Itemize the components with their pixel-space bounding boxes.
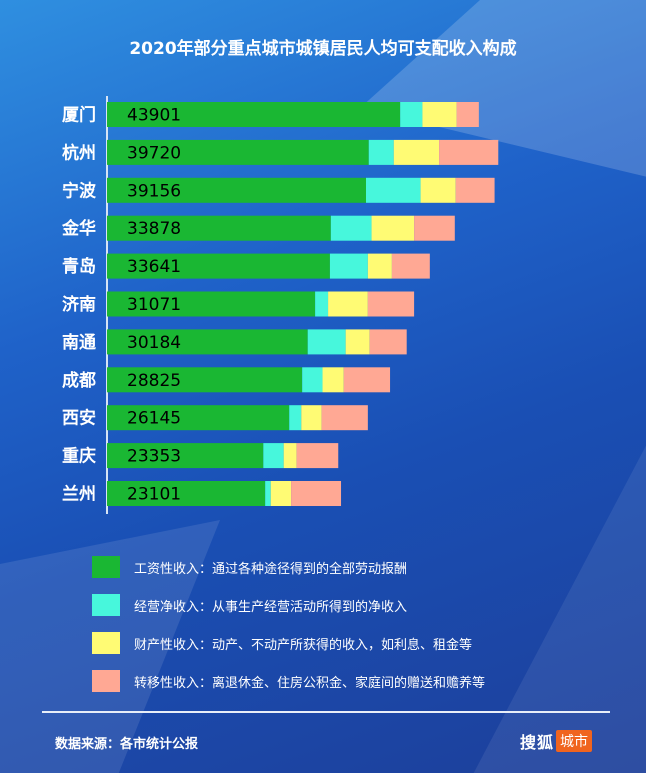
bar-segment-3 xyxy=(270,481,292,506)
category-label: 杭州 xyxy=(62,142,96,163)
bar-segment-3 xyxy=(367,253,392,279)
category-label: 青岛 xyxy=(62,256,96,277)
bar-segment-3 xyxy=(345,329,370,355)
bar-segment-4 xyxy=(391,253,430,279)
category-label: 宁波 xyxy=(62,180,97,201)
total-value-label: 33641 xyxy=(127,257,181,277)
total-value-label: 43901 xyxy=(127,106,181,126)
total-value-label: 39720 xyxy=(127,143,181,163)
bar-segment-3 xyxy=(420,177,456,203)
chart-title: 2020年部分重点城市城镇居民人均可支配收入构成 xyxy=(129,39,517,59)
total-value-label: 30184 xyxy=(127,333,181,353)
category-label: 济南 xyxy=(62,294,96,315)
bar-segment-1 xyxy=(107,329,308,355)
bar-segment-2 xyxy=(368,139,394,165)
total-value-label: 23353 xyxy=(127,447,181,467)
legend-swatch xyxy=(92,594,120,616)
sohu-city-logo: 搜狐 城市 xyxy=(520,730,593,752)
bar-segment-2 xyxy=(289,405,302,431)
legend-swatch xyxy=(92,556,120,578)
bar-segment-2 xyxy=(263,443,284,469)
bar-segment-1 xyxy=(107,253,330,279)
bar-segment-3 xyxy=(328,291,368,317)
bar-segment-1 xyxy=(107,481,266,506)
bar-segment-3 xyxy=(301,405,322,431)
bar-segment-4 xyxy=(367,291,415,317)
bar-segment-1 xyxy=(107,177,366,203)
bar-segment-4 xyxy=(455,177,495,203)
data-source: 数据来源：各市统计公报 xyxy=(55,737,199,752)
bar-segment-2 xyxy=(302,367,323,393)
bar-segment-1 xyxy=(107,443,264,469)
total-value-label: 23101 xyxy=(127,485,181,505)
bar-segment-4 xyxy=(369,329,407,355)
bar-segment-2 xyxy=(265,481,271,506)
category-label: 西安 xyxy=(62,408,96,429)
bar-segment-2 xyxy=(329,253,368,279)
total-value-label: 39156 xyxy=(127,181,181,201)
legend-swatch xyxy=(92,632,120,654)
legend-label: 经营净收入：从事生产经营活动所得到的净收入 xyxy=(134,600,408,615)
category-label: 重庆 xyxy=(62,446,96,467)
bar-segment-4 xyxy=(414,215,455,241)
bar-segment-4 xyxy=(456,102,479,127)
bar-segment-4 xyxy=(321,405,368,431)
category-label: 兰州 xyxy=(62,484,96,505)
category-label: 厦门 xyxy=(62,105,96,126)
bar-segment-3 xyxy=(393,139,440,165)
logo-brand: 搜狐 xyxy=(520,733,555,752)
bar-segment-1 xyxy=(107,139,369,165)
bar-segment-2 xyxy=(366,177,421,203)
bar-segment-4 xyxy=(343,367,391,393)
total-value-label: 33878 xyxy=(127,219,181,239)
category-label: 金华 xyxy=(61,218,96,239)
bar-segment-1 xyxy=(107,102,401,127)
bar-segment-1 xyxy=(107,405,290,431)
bar-segment-3 xyxy=(283,443,297,469)
bar-segment-3 xyxy=(422,102,457,127)
logo-badge: 城市 xyxy=(556,730,593,752)
bar-segment-4 xyxy=(439,139,499,165)
divider xyxy=(42,711,610,713)
bar-segment-2 xyxy=(400,102,423,127)
total-value-label: 31071 xyxy=(127,295,181,315)
bar-segment-2 xyxy=(315,291,329,317)
bar-segment-1 xyxy=(107,367,303,393)
bar-segment-3 xyxy=(322,367,344,393)
legend-label: 工资性收入：通过各种途径得到的全部劳动报酬 xyxy=(134,562,408,577)
category-label: 南通 xyxy=(62,332,96,353)
legend-label: 转移性收入：离退休金、住房公积金、家庭间的赠送和赡养等 xyxy=(134,676,486,691)
bar-segment-3 xyxy=(371,215,415,241)
bar-segment-2 xyxy=(307,329,346,355)
bar-segment-4 xyxy=(291,481,342,506)
bar-segment-1 xyxy=(107,215,331,241)
bar-segment-4 xyxy=(296,443,339,469)
stacked-bar-chart: 厦门 43901 杭州 39720 宁波 39156 金华 33878 青岛 33641 济南 310… xyxy=(61,96,499,514)
total-value-label: 28825 xyxy=(127,371,181,391)
legend-label: 财产性收入：动产、不动产所获得的收入，如利息、租金等 xyxy=(134,638,473,653)
bar-segment-2 xyxy=(330,215,372,241)
category-label: 成都 xyxy=(62,370,96,391)
total-value-label: 26145 xyxy=(127,409,181,429)
bar-segment-1 xyxy=(107,291,316,317)
legend-swatch xyxy=(92,670,120,692)
